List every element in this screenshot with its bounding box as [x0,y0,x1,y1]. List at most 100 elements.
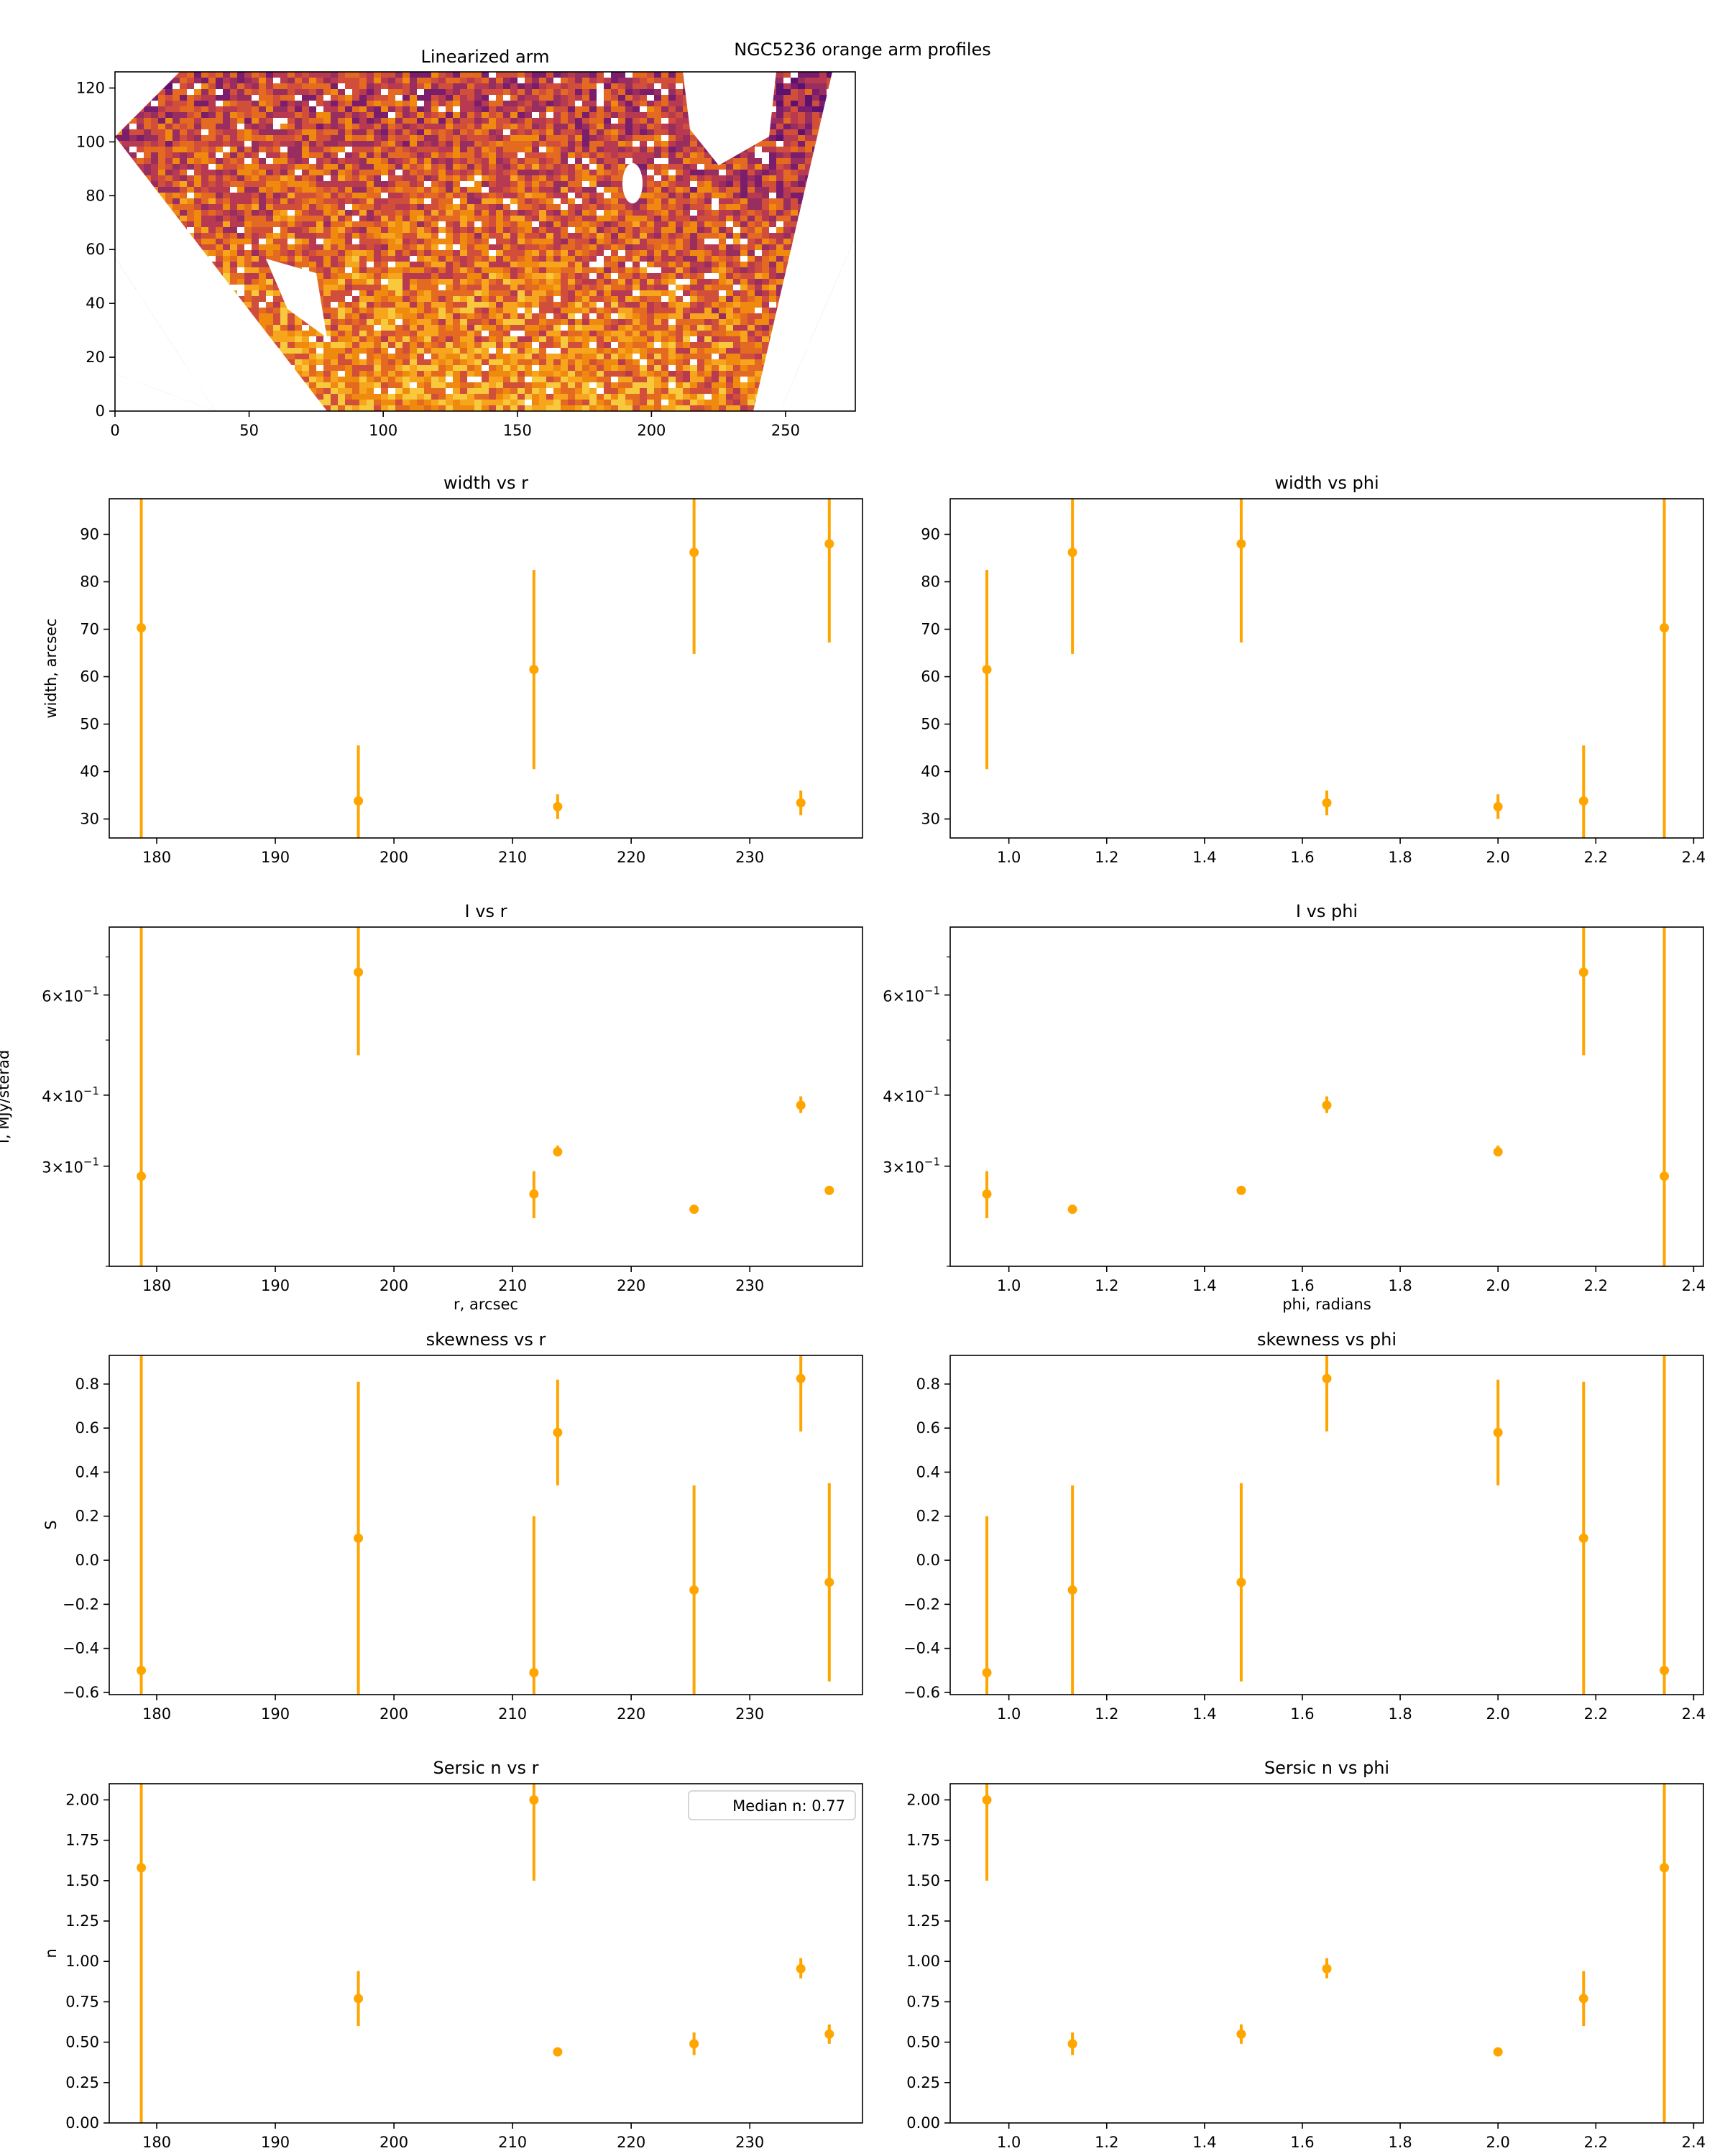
heatmap-cell [561,244,568,250]
heatmap-cell [446,187,453,193]
heatmap-cell [216,129,223,135]
heatmap-cell [539,239,546,244]
heatmap-cell [216,141,223,147]
heatmap-cell [158,124,165,129]
heatmap-cell [568,302,575,308]
heatmap-cell [172,141,180,147]
heatmap-cell [654,187,661,193]
heatmap-cell [417,204,424,210]
heatmap-cell [575,336,582,342]
heatmap-cell [446,164,453,170]
heatmap-cell [518,164,525,170]
heatmap-cell [482,227,489,233]
heatmap-cell [331,250,338,256]
heatmap-cell [704,273,712,279]
heatmap-cell [776,193,783,198]
heatmap-cell [769,221,776,227]
heatmap-cell [690,244,697,250]
heatmap-cell [474,302,482,308]
heatmap-cell [424,210,431,216]
heatmap-cell [295,210,302,216]
heatmap-cell [647,72,654,78]
heatmap-cell [712,296,719,302]
heatmap-cell [158,106,165,112]
heatmap-cell [388,141,395,147]
heatmap-cell [424,72,431,78]
heatmap-cell [474,152,482,158]
heatmap-cell [474,244,482,250]
heatmap-cell [654,227,661,233]
heatmap-cell [352,152,359,158]
heatmap-cell [597,227,604,233]
heatmap-cell [352,273,359,279]
heatmap-cell [237,256,244,262]
heatmap-cell [151,141,158,147]
heatmap-cell [446,244,453,250]
heatmap-cell [359,152,367,158]
heatmap-cell [165,129,172,135]
heatmap-cell [424,216,431,221]
heatmap-cell [719,170,726,175]
heatmap-cell [676,221,683,227]
heatmap-cell [216,152,223,158]
heatmap-cell [654,170,661,175]
heatmap-cell [237,112,244,118]
heatmap-cell [402,336,410,342]
heatmap-cell [575,279,582,285]
heatmap-cell [568,325,575,331]
heatmap-cell [668,227,676,233]
heatmap-cell [288,101,295,106]
heatmap-cell [208,193,216,198]
heatmap-cell [438,296,446,302]
heatmap-cell [244,279,252,285]
heatmap-cell [474,313,482,319]
heatmap-cell [532,319,539,325]
heatmap-cell [604,204,611,210]
heatmap-cell [359,170,367,175]
heatmap-cell [776,210,783,216]
heatmap-cell [252,152,259,158]
heatmap-cell [180,106,187,112]
heatmap-cell [237,135,244,141]
heatmap-cell [611,244,618,250]
heatmap-cell [165,147,172,152]
heatmap-cell [604,279,611,285]
heatmap-cell [381,244,388,250]
heatmap-cell [489,290,496,296]
heatmap-cell [352,319,359,325]
heatmap-cell [388,112,395,118]
heatmap-cell [647,273,654,279]
heatmap-cell [467,325,474,331]
heatmap-cell [740,181,748,187]
heatmap-cell [208,256,216,262]
heatmap-cell [402,83,410,89]
heatmap-cell [338,198,345,204]
heatmap-cell [496,227,503,233]
heatmap-cell [489,72,496,78]
heatmap-cell [266,296,273,302]
heatmap-cell [740,198,748,204]
heatmap-cell [618,95,625,101]
heatmap-cell [381,89,388,95]
heatmap-cell [223,244,230,250]
heatmap-cell [611,221,618,227]
heatmap-cell [553,89,561,95]
heatmap-cell [460,106,467,112]
heatmap-cell [632,262,640,267]
heatmap-cell [302,221,309,227]
heatmap-cell [518,204,525,210]
heatmap-cell [280,244,288,250]
heatmap-cell [266,101,273,106]
heatmap-cell [611,285,618,290]
heatmap-cell [726,158,733,164]
heatmap-cell [194,124,201,129]
heatmap-cell [647,89,654,95]
heatmap-cell [690,181,697,187]
heatmap-cell [575,319,582,325]
heatmap-cell [589,256,597,262]
heatmap-cell [640,181,647,187]
heatmap-cell [748,273,755,279]
heatmap-cell [402,101,410,106]
heatmap-cell [395,193,402,198]
heatmap-cell [424,95,431,101]
